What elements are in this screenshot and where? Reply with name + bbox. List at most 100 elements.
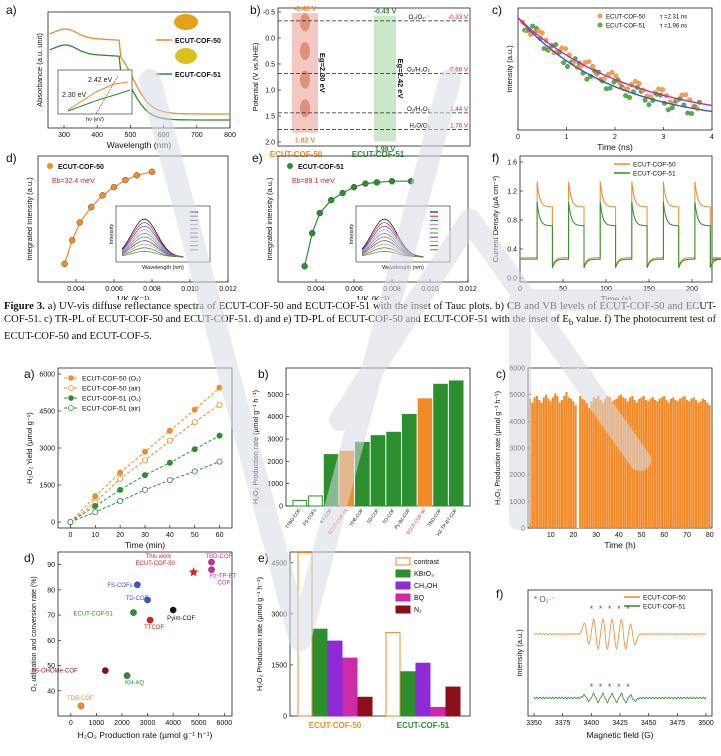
bar (430, 706, 446, 717)
y-tick-label: 60 (47, 638, 55, 645)
x-tick-label: 3475 (670, 720, 686, 727)
redox-label: O₂/O₂·⁻ (409, 14, 430, 21)
point-ecut-cof-51 (669, 105, 675, 111)
peak-marker-star: * (617, 682, 621, 692)
point-ecut-cof-50 (683, 92, 689, 98)
x-tick-label: 0.010 (181, 286, 199, 293)
x-tick-label: 10 (547, 532, 555, 539)
data-point (68, 237, 76, 244)
bar (608, 397, 611, 528)
f3c-x-tick-label: 2 (613, 134, 617, 141)
data-point (166, 437, 173, 444)
bar (626, 401, 629, 528)
x-tick-label: 200 (686, 286, 698, 293)
y-tick-label: 0.4 (507, 247, 517, 254)
axes-frame (57, 551, 233, 717)
x-tick-label: 0.004 (67, 286, 85, 293)
y-tick-label: 6000 (39, 372, 55, 379)
data-point (169, 606, 177, 614)
data-point (362, 180, 369, 187)
bar (565, 392, 568, 528)
bar (624, 398, 627, 528)
point-ecut-cof-51 (565, 64, 570, 69)
data-point (110, 183, 118, 191)
y-tick-label: 1.5 (265, 114, 275, 121)
bar (370, 435, 386, 507)
y-tick-label: 5000 (509, 392, 525, 399)
legend-label: ECUT-COF-51 (606, 24, 646, 30)
inset-annotation: 2.42 eV (88, 77, 112, 84)
point-ecut-cof-51 (553, 42, 559, 48)
y-tick-label: -0.5 (263, 10, 275, 17)
panel-letter-c: c) (496, 367, 506, 381)
bar (697, 402, 700, 528)
f3a-x-tick-label: 300 (58, 132, 70, 139)
y-tick-label: 3000 (509, 446, 525, 453)
point-ecut-cof-51 (623, 93, 629, 99)
redox-value: 1.76 V (450, 123, 469, 130)
legend-marker (68, 385, 74, 391)
x-tick-label: 80 (706, 532, 714, 539)
bar (649, 398, 652, 528)
redox-value: -0.33 V (448, 14, 469, 21)
data-point (61, 260, 68, 268)
legend-marker (47, 163, 53, 169)
f3a-x-tick-label: 400 (91, 132, 103, 139)
y-tick-label: 50 (47, 663, 55, 670)
f3a-x-tick-label: 700 (191, 132, 203, 139)
bar (558, 402, 561, 528)
point-ecut-cof-50 (539, 30, 545, 36)
bar (386, 431, 401, 507)
superoxide-annotation: * O₂·⁻ (534, 595, 556, 604)
x-tick-label: 3000 (140, 720, 156, 727)
y-tick-label: 40 (47, 688, 55, 695)
x-tick-label: 10 (91, 532, 99, 539)
x-tick-label: 0.012 (459, 286, 477, 293)
y-tick-label: 0 (51, 520, 55, 527)
peak-marker-star: * (599, 604, 603, 614)
x-tick-label: 3500 (698, 720, 714, 727)
bar (644, 400, 648, 528)
point-ecut-cof-50 (535, 28, 541, 34)
f3c-x-tick-label: 3 (662, 134, 666, 141)
bar (385, 632, 401, 717)
data-point (373, 179, 380, 186)
x-tick-label: 100 (600, 286, 612, 293)
legend-label: CH₃OH (414, 583, 437, 590)
bar (629, 397, 632, 528)
bar (665, 400, 668, 528)
data-point (166, 477, 173, 484)
bar (297, 552, 313, 717)
data-point (191, 419, 198, 426)
data-point (216, 432, 223, 439)
x-tick-label: 30 (141, 532, 149, 539)
bar (560, 400, 564, 528)
bar (604, 398, 607, 528)
category-label: TPB-COF (349, 508, 365, 528)
x-tick-label: 50 (638, 532, 646, 539)
point-ecut-cof-50 (601, 76, 607, 82)
point-ecut-cof-51 (607, 85, 613, 91)
bar (658, 398, 661, 528)
point-ecut-cof-50 (613, 73, 619, 79)
category-label: KT-COF (319, 508, 333, 525)
y-tick-label: 0.0 (265, 36, 275, 43)
inset-x-label: Wavelength (nm) (382, 265, 424, 271)
point-ecut-cof-51 (627, 95, 632, 100)
bar (327, 640, 343, 717)
data-point (166, 459, 173, 466)
point-label: COF (218, 581, 231, 587)
caption-lead: Figure 3. (4, 301, 45, 312)
peak-marker-star: * (617, 604, 621, 614)
series-ecut-cof-50 (520, 181, 721, 267)
panel-letter-e: e) (252, 151, 263, 165)
cb-label-ecut-cof-50: -0.48 V (294, 6, 317, 13)
panel-4e: e) 0 1500 3000 4500 H₂O₂ Production rate (µmo… (255, 551, 471, 730)
data-point (92, 502, 99, 509)
y-tick-label: 3000 (267, 437, 283, 444)
x-tick-label: 30 (592, 532, 600, 539)
f3c-x-tick-label: 1 (565, 134, 569, 141)
bar (642, 396, 645, 528)
data-point (67, 518, 74, 525)
